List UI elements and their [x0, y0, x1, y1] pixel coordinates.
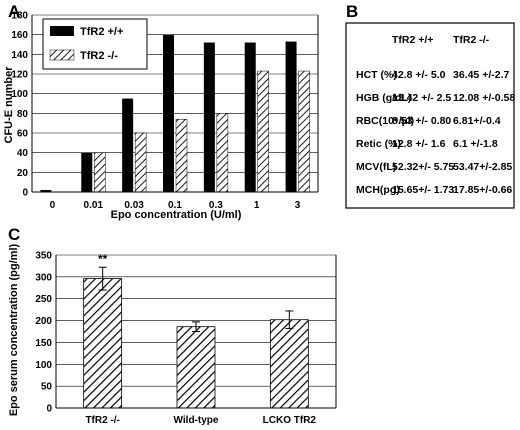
y-tick-label: 0	[46, 404, 52, 415]
panel-b-blood-parameters: TfR2 +/+ TfR2 -/- HCT (%)42.8 +/- 5.0 36.45…	[345, 22, 515, 209]
x-tick-label: 1	[254, 200, 260, 211]
y-tick-label: 60	[17, 129, 29, 140]
bar-wild-type-epo-1	[244, 42, 256, 193]
y-tick-label: 160	[11, 30, 28, 41]
table-cell-wild-type: 8.53 +/- 0.80	[392, 115, 451, 127]
panel-label-c: C	[8, 225, 20, 244]
blood-parameter-table: TfR2 +/+ TfR2 -/- HCT (%)42.8 +/- 5.0 36.45…	[356, 34, 515, 196]
legend-swatch-wild-type	[50, 26, 74, 36]
table-frame	[345, 22, 515, 209]
bar-wild-type-epo-0-03	[122, 98, 134, 192]
x-tick-label: 0	[50, 200, 56, 211]
table-cell-knockout: 6.1 +/-1.8	[453, 138, 498, 150]
x-tick-label: 3	[295, 200, 301, 211]
y-tick-label: 40	[17, 148, 29, 159]
panel-label-b: B	[346, 2, 358, 21]
bar-lcko-tfr2	[269, 319, 309, 409]
bar-knockout-epo-0-03	[134, 132, 147, 193]
chart-c-y-axis-title: Epo serum concentration (pg/ml)	[8, 243, 20, 416]
significance-marker: **	[98, 252, 108, 266]
bar-knockout-epo-1	[257, 70, 269, 193]
y-tick-label: 180	[11, 11, 28, 22]
bar-wild-type-epo-0-1	[163, 34, 174, 192]
table-cell-wild-type: 12.8 +/- 1.6	[392, 138, 446, 150]
y-tick-label: 200	[35, 316, 52, 327]
legend-label-wild-type: TfR2 +/+	[80, 26, 123, 38]
panel-label-a: A	[8, 2, 20, 21]
table-row-label: RBC(10⁶/µl)	[356, 115, 414, 127]
table-row-label: MCH(pg)	[356, 184, 400, 196]
bar-wild-type-epo-0-3	[203, 42, 215, 193]
table-cell-knockout: 6.81+/-0.4	[453, 115, 501, 127]
y-tick-label: 80	[17, 109, 29, 120]
bar-knockout-epo-0-1	[175, 118, 188, 193]
y-tick-label: 50	[41, 382, 53, 393]
chart-c-x-ticks: TfR2 -/- Wild-type LCKO TfR2	[85, 415, 316, 426]
y-tick-label: 140	[11, 50, 28, 61]
x-tick-label: 0.3	[209, 200, 223, 211]
chart-a-x-ticks: 0 0.01 0.03 0.1 0.3 1 3	[50, 200, 301, 211]
bar-wild-type	[176, 326, 216, 409]
chart-a-y-axis-title: CFU-E number	[3, 66, 15, 144]
table-row-label: HCT (%)	[356, 69, 397, 81]
table-row-label: HGB (g/dL)	[356, 92, 411, 104]
x-tick-label: TfR2 -/-	[85, 415, 119, 426]
chart-c-axes	[55, 255, 337, 409]
chart-a-x-axis-title: Epo concentration (U/ml)	[111, 209, 242, 221]
x-tick-label: 0.01	[84, 200, 104, 211]
table-cell-wild-type: 13.42 +/- 2.5	[392, 92, 451, 104]
x-tick-label: 0.03	[124, 200, 144, 211]
y-tick-label: 300	[35, 272, 52, 283]
chart-c-epo-serum: ** 0 50 100 150 200 250 300 350 TfR2 -/- Wild-ty…	[8, 243, 337, 426]
chart-c-y-ticks: 0 50 100 150 200 250 300 350	[35, 251, 52, 415]
y-tick-label: 250	[35, 294, 52, 305]
table-cell-knockout: 53.47+/-2.85	[453, 161, 512, 173]
table-cell-knockout: 17.85+/-0.66	[453, 184, 512, 196]
bar-knockout-epo-3	[298, 70, 310, 193]
table-cell-wild-type: 15.65+/- 1.73	[392, 184, 454, 196]
legend-label-knockout: TfR2 -/-	[80, 50, 118, 62]
x-tick-label: Wild-type	[174, 415, 219, 426]
y-tick-label: 150	[35, 338, 52, 349]
bar-tfr2	[83, 278, 123, 409]
chart-a-y-ticks: 0 20 40 60 80 100 120 140 160 180	[11, 11, 28, 199]
table-cell-wild-type: 52.32+/- 5.75	[392, 161, 454, 173]
x-tick-label: 0.1	[168, 200, 182, 211]
table-row-label: MCV(fL)	[356, 161, 396, 173]
table-row-label: Retic (%)	[356, 138, 401, 150]
bar-wild-type-epo-3	[285, 41, 297, 192]
table-cell-wild-type: 42.8 +/- 5.0	[392, 69, 446, 81]
chart-a-bars	[40, 34, 310, 193]
legend-swatch-knockout	[49, 49, 75, 61]
y-tick-label: 20	[17, 168, 29, 179]
y-tick-label: 350	[35, 251, 52, 262]
table-cell-knockout: 36.45 +/-2.7	[453, 69, 509, 81]
y-tick-label: 100	[11, 89, 28, 100]
y-tick-label: 100	[35, 360, 52, 371]
x-tick-label: LCKO TfR2	[263, 415, 317, 426]
table-header-knockout: TfR2 -/-	[453, 34, 490, 46]
chart-a-axes	[31, 15, 319, 193]
chart-c-bars: **	[83, 252, 309, 409]
bar-wild-type-epo-0-01	[81, 152, 93, 192]
y-tick-label: 0	[22, 188, 28, 199]
bar-knockout-epo-0-01	[94, 152, 106, 193]
table-cell-knockout: 12.08 +/-0.58	[453, 92, 515, 104]
chart-a-legend: TfR2 +/+ TfR2 -/-	[42, 18, 148, 70]
table-header-wild-type: TfR2 +/+	[392, 34, 433, 46]
bar-knockout-epo-0-3	[216, 113, 229, 193]
chart-a-epo-response: 0 20 40 60 80 100 120 140 160 180 0 0.01 0.03 0.1 0.3…	[3, 11, 319, 221]
y-tick-label: 120	[11, 70, 28, 81]
bar-wild-type-epo-0	[40, 190, 52, 192]
